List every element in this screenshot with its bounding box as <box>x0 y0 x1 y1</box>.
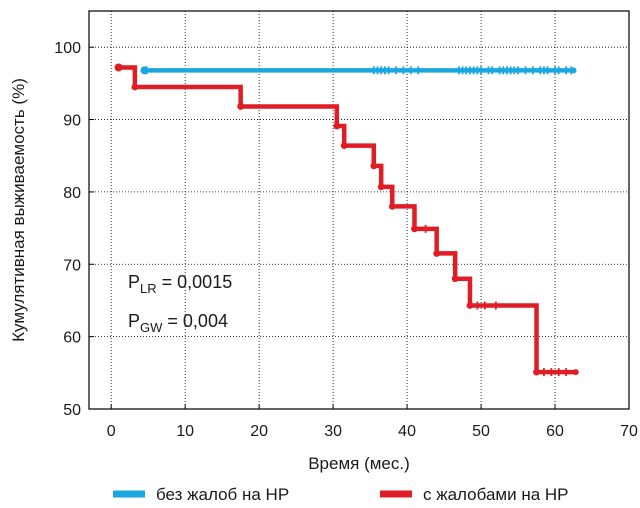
annotation-p-gw-value: = 0,004 <box>162 311 228 331</box>
event-point-with-complaints <box>451 275 459 283</box>
annotation-p-lr-value: = 0,0015 <box>157 272 233 292</box>
annotation-p-lr: PLR = 0,0015 <box>128 272 232 296</box>
y-tick-label: 60 <box>63 330 81 347</box>
annotation-p-gw-main: P <box>128 311 140 331</box>
x-axis-ticks: 0 10 20 30 40 50 60 70 <box>107 404 638 440</box>
legend-label-no-complaints: без жалоб на НР <box>156 485 289 504</box>
x-tick-label: 70 <box>620 423 638 440</box>
series-line-with-complaints <box>118 65 576 375</box>
legend: без жалоб на НР с жалобами на НР <box>113 485 569 504</box>
event-point-with-complaints <box>377 183 385 191</box>
x-tick-label: 50 <box>472 423 490 440</box>
event-point-with-complaints <box>466 302 474 309</box>
event-point-with-complaints <box>333 122 341 130</box>
y-tick-label: 50 <box>63 402 81 419</box>
y-tick-label: 90 <box>63 113 81 130</box>
x-tick-label: 10 <box>176 423 194 440</box>
event-point-with-complaints <box>433 250 441 257</box>
x-axis-title: Время (мес.) <box>308 454 410 473</box>
x-tick-label: 60 <box>546 423 564 440</box>
annotation-p-gw-sub: GW <box>140 320 163 335</box>
end-point-no-complaints <box>570 67 577 74</box>
y-tick-label: 70 <box>63 257 81 274</box>
start-point-with-complaints <box>114 63 123 72</box>
grid-lines <box>89 11 630 410</box>
x-tick-label: 0 <box>107 423 116 440</box>
annotation-p-lr-main: P <box>128 272 140 292</box>
x-tick-label: 40 <box>398 423 416 440</box>
annotation-p-lr-sub: LR <box>140 281 157 296</box>
event-point-with-complaints <box>131 83 139 91</box>
event-point-with-complaints <box>411 225 418 233</box>
event-point-with-complaints <box>340 142 348 149</box>
legend-label-with-complaints: с жалобами на НР <box>423 485 569 504</box>
event-point-with-complaints <box>533 368 540 376</box>
y-tick-label: 80 <box>63 185 81 202</box>
series-layer <box>114 63 579 377</box>
x-tick-label: 30 <box>324 423 342 440</box>
x-tick-label: 20 <box>250 423 268 440</box>
y-tick-label: 100 <box>54 40 81 57</box>
event-point-with-complaints <box>237 103 245 110</box>
event-point-with-complaints <box>388 202 396 210</box>
annotation-p-gw: PGW = 0,004 <box>128 311 228 335</box>
event-point-with-complaints <box>370 162 378 170</box>
y-axis-title: Кумулятивная выживаемость (%) <box>9 78 28 342</box>
end-point-with-complaints <box>572 369 579 376</box>
y-axis-ticks: 50 60 70 80 90 100 <box>54 40 94 419</box>
